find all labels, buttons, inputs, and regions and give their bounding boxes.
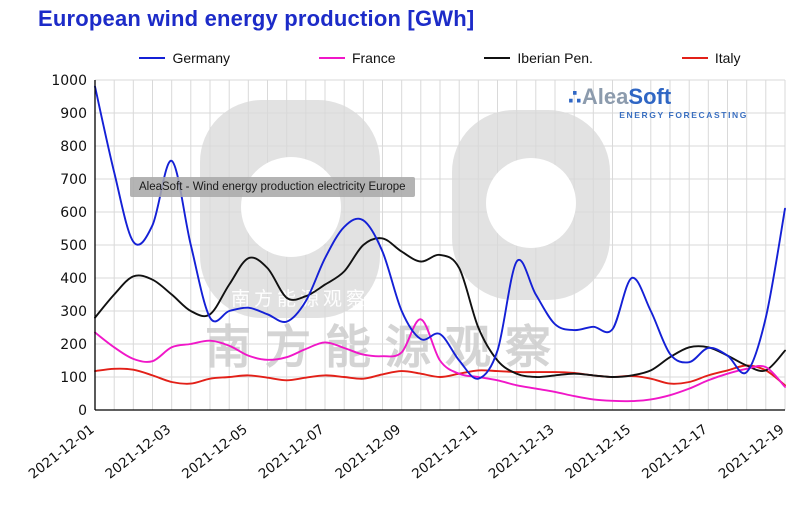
x-tick-label: 2021-12-19 bbox=[716, 422, 788, 483]
aleasoft-logo-subtitle: ENERGY FORECASTING bbox=[619, 110, 748, 120]
legend-label: France bbox=[351, 50, 396, 66]
chart-title: European wind energy production [GWh] bbox=[38, 6, 475, 31]
x-tick-label: 2021-12-17 bbox=[639, 422, 711, 483]
chart-legend: Germany France Iberian Pen. Italy bbox=[95, 50, 785, 66]
x-tick-label: 2021-12-11 bbox=[409, 422, 481, 483]
x-tick-label: 2021-12-07 bbox=[256, 422, 328, 483]
y-tick-label: 200 bbox=[60, 337, 87, 353]
y-tick-label: 600 bbox=[60, 205, 87, 221]
legend-label: Iberian Pen. bbox=[517, 50, 593, 66]
x-tick-label: 2021-12-03 bbox=[102, 422, 174, 483]
x-tick-label: 2021-12-01 bbox=[26, 422, 98, 483]
legend-label: Germany bbox=[172, 50, 231, 66]
watermark-cn-text: 南方能源观察 bbox=[205, 320, 565, 374]
aleasoft-dots-icon: ∴ bbox=[568, 87, 582, 109]
series-line-italy bbox=[94, 364, 786, 387]
legend-swatch-france bbox=[318, 57, 345, 59]
y-tick-label: 900 bbox=[60, 106, 87, 122]
y-tick-label: 800 bbox=[60, 139, 87, 155]
x-tick-label: 2021-12-13 bbox=[486, 422, 558, 483]
x-tick-label: 2021-12-09 bbox=[332, 422, 404, 483]
y-tick-label: 100 bbox=[60, 370, 87, 386]
legend-item-iberian: Iberian Pen. bbox=[484, 50, 593, 66]
x-tick-label: 2021-12-15 bbox=[562, 422, 634, 483]
y-tick-label: 300 bbox=[60, 304, 87, 320]
legend-item-germany: Germany bbox=[139, 50, 230, 66]
y-tick-label: 700 bbox=[60, 172, 87, 188]
y-tick-label: 0 bbox=[78, 403, 87, 419]
y-tick-label: 500 bbox=[60, 238, 87, 254]
series-line-germany bbox=[94, 85, 786, 380]
series-line-iberian-pen- bbox=[94, 237, 786, 378]
aleasoft-logo-text: ∴AleaSoft bbox=[568, 84, 672, 109]
legend-swatch-iberian bbox=[484, 57, 511, 59]
legend-swatch-italy bbox=[681, 57, 708, 59]
chart-annotation-tooltip: AleaSoft - Wind energy production electr… bbox=[130, 177, 415, 197]
legend-swatch-germany bbox=[139, 57, 166, 59]
legend-label: Italy bbox=[714, 50, 741, 66]
y-tick-label: 1000 bbox=[51, 73, 87, 89]
x-tick-label: 2021-12-05 bbox=[179, 422, 251, 483]
legend-item-italy: Italy bbox=[681, 50, 741, 66]
legend-item-france: France bbox=[318, 50, 396, 66]
y-tick-label: 400 bbox=[60, 271, 87, 287]
series-line-france bbox=[94, 318, 786, 403]
aleasoft-logo: ∴AleaSoft ENERGY FORECASTING bbox=[568, 86, 748, 120]
